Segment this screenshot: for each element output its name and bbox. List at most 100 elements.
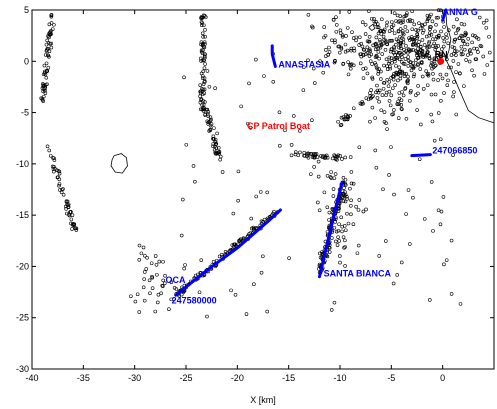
data-point — [201, 106, 205, 111]
data-point — [337, 254, 342, 258]
coastline — [110, 9, 495, 174]
data-point — [358, 61, 363, 66]
x-tick-label: -5 — [387, 373, 395, 383]
data-point — [434, 63, 438, 68]
data-point — [254, 194, 259, 199]
data-point — [306, 151, 310, 156]
data-point — [354, 38, 358, 43]
data-point — [452, 90, 456, 94]
data-point — [371, 94, 375, 98]
data-point — [393, 83, 397, 87]
data-point — [390, 61, 394, 65]
reference-label: RN — [435, 49, 448, 59]
data-point — [312, 81, 317, 85]
data-point — [343, 264, 347, 268]
data-point — [384, 57, 389, 62]
data-point — [406, 58, 411, 63]
data-point — [44, 42, 49, 47]
data-point — [206, 112, 210, 116]
data-point — [161, 259, 165, 264]
data-point — [328, 175, 333, 179]
data-point — [52, 165, 56, 169]
data-point — [341, 62, 345, 66]
data-point — [425, 46, 429, 50]
data-point — [360, 44, 365, 49]
data-point — [327, 246, 332, 250]
data-point — [459, 22, 464, 26]
data-point — [333, 40, 337, 45]
data-point — [302, 150, 307, 155]
data-point — [427, 45, 432, 49]
data-point — [183, 263, 187, 267]
data-point — [380, 52, 385, 56]
data-point — [61, 187, 65, 191]
data-point — [425, 72, 430, 77]
data-point — [387, 89, 392, 94]
data-point — [398, 34, 402, 39]
data-point — [380, 93, 385, 97]
data-point — [397, 65, 402, 70]
data-point — [211, 134, 216, 139]
data-point — [287, 256, 291, 260]
data-point — [456, 62, 461, 66]
data-point — [377, 44, 382, 48]
data-point — [404, 212, 408, 216]
data-point — [376, 25, 381, 30]
data-point — [57, 183, 61, 188]
data-point — [392, 74, 396, 79]
data-point — [390, 86, 395, 91]
data-point — [420, 38, 425, 42]
data-point — [48, 30, 52, 34]
data-point — [333, 38, 337, 43]
data-point — [259, 270, 264, 275]
data-point — [384, 121, 388, 126]
data-point — [385, 78, 390, 82]
data-point — [137, 257, 142, 262]
y-tick-label: -15 — [16, 210, 29, 220]
data-point — [462, 47, 467, 52]
data-point — [182, 75, 186, 80]
data-point — [48, 32, 53, 37]
data-point — [400, 90, 404, 94]
data-point — [344, 117, 348, 121]
data-point — [375, 25, 380, 29]
y-tick-label: -10 — [16, 159, 29, 169]
data-point — [64, 199, 69, 203]
data-point — [415, 32, 420, 37]
data-point — [395, 102, 400, 106]
data-point — [431, 77, 436, 82]
data-point — [199, 42, 203, 47]
data-point — [418, 122, 423, 127]
data-point — [217, 254, 222, 259]
data-point — [191, 164, 196, 168]
data-point — [230, 243, 235, 247]
data-point — [465, 42, 470, 47]
data-point — [357, 198, 362, 202]
data-point — [455, 28, 460, 32]
data-point — [207, 120, 212, 124]
data-point — [408, 98, 412, 103]
data-point — [407, 36, 411, 40]
data-point — [361, 53, 366, 58]
data-point — [197, 290, 202, 295]
data-point — [391, 50, 396, 55]
data-point — [418, 67, 423, 71]
data-point — [313, 152, 317, 156]
data-point — [389, 93, 394, 98]
data-point — [332, 225, 337, 230]
data-point — [337, 222, 341, 227]
data-point — [182, 266, 186, 271]
data-point — [325, 205, 330, 210]
data-point — [155, 300, 160, 305]
data-point — [310, 24, 314, 29]
data-point — [57, 182, 62, 186]
data-point — [199, 258, 204, 262]
data-point — [149, 261, 154, 266]
data-point — [332, 300, 337, 305]
axes-frame — [31, 9, 495, 370]
data-point — [459, 33, 464, 38]
data-point — [335, 243, 340, 247]
data-point — [392, 45, 396, 49]
data-point — [202, 23, 206, 28]
data-point — [433, 37, 438, 41]
